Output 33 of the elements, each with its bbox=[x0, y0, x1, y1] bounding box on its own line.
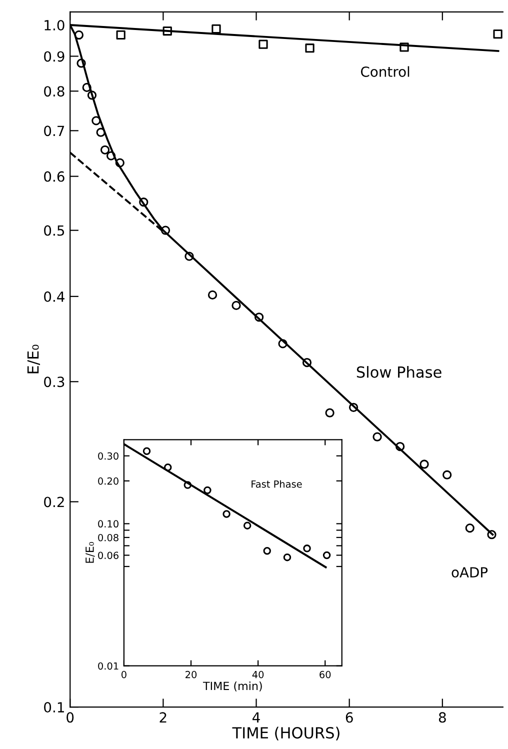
y-tick-label: 0.1 bbox=[44, 702, 64, 713]
y-axis-title: E/E₀ bbox=[86, 542, 95, 563]
x-tick-label: 6 bbox=[346, 712, 353, 723]
y-tick-label: 0.6 bbox=[44, 171, 64, 182]
x-tick-label: 60 bbox=[320, 670, 331, 678]
x-tick-label: 20 bbox=[186, 670, 197, 678]
y-tick-label: 0.30 bbox=[98, 452, 118, 460]
x-tick-label: 0 bbox=[122, 670, 126, 678]
x-tick-label: 8 bbox=[438, 712, 446, 723]
y-axis-title: E/E₀ bbox=[27, 344, 40, 374]
x-axis-title: TIME (HOURS) bbox=[232, 726, 340, 740]
y-tick-label: 0.5 bbox=[44, 225, 64, 236]
x-tick-label: 40 bbox=[252, 670, 264, 678]
y-tick-label: 0.08 bbox=[98, 534, 118, 542]
x-tick-label: 4 bbox=[252, 712, 260, 722]
y-tick-label: 0.06 bbox=[98, 552, 118, 560]
y-tick-label: 0.4 bbox=[44, 291, 64, 302]
y-tick-label: 0.8 bbox=[44, 86, 64, 97]
x-tick-label: 2 bbox=[160, 712, 166, 722]
y-tick-label: 1.0 bbox=[44, 20, 64, 30]
series-label: Control bbox=[360, 66, 410, 77]
y-tick-label: 0.2 bbox=[44, 496, 64, 508]
y-tick-label: 0.3 bbox=[44, 376, 64, 388]
annotation: Slow Phase bbox=[356, 366, 442, 378]
annotation: Fast Phase bbox=[252, 480, 302, 488]
y-tick-label: 0.20 bbox=[98, 477, 118, 485]
x-tick-label: 0 bbox=[66, 712, 74, 723]
y-tick-label: 0.9 bbox=[44, 51, 64, 62]
x-axis-title: TIME (min) bbox=[202, 682, 262, 692]
y-tick-label: 0.7 bbox=[44, 126, 64, 136]
y-tick-label: 0.01 bbox=[98, 662, 118, 670]
y-tick-label: 0.10 bbox=[98, 520, 118, 528]
text: oADP bbox=[452, 567, 488, 578]
